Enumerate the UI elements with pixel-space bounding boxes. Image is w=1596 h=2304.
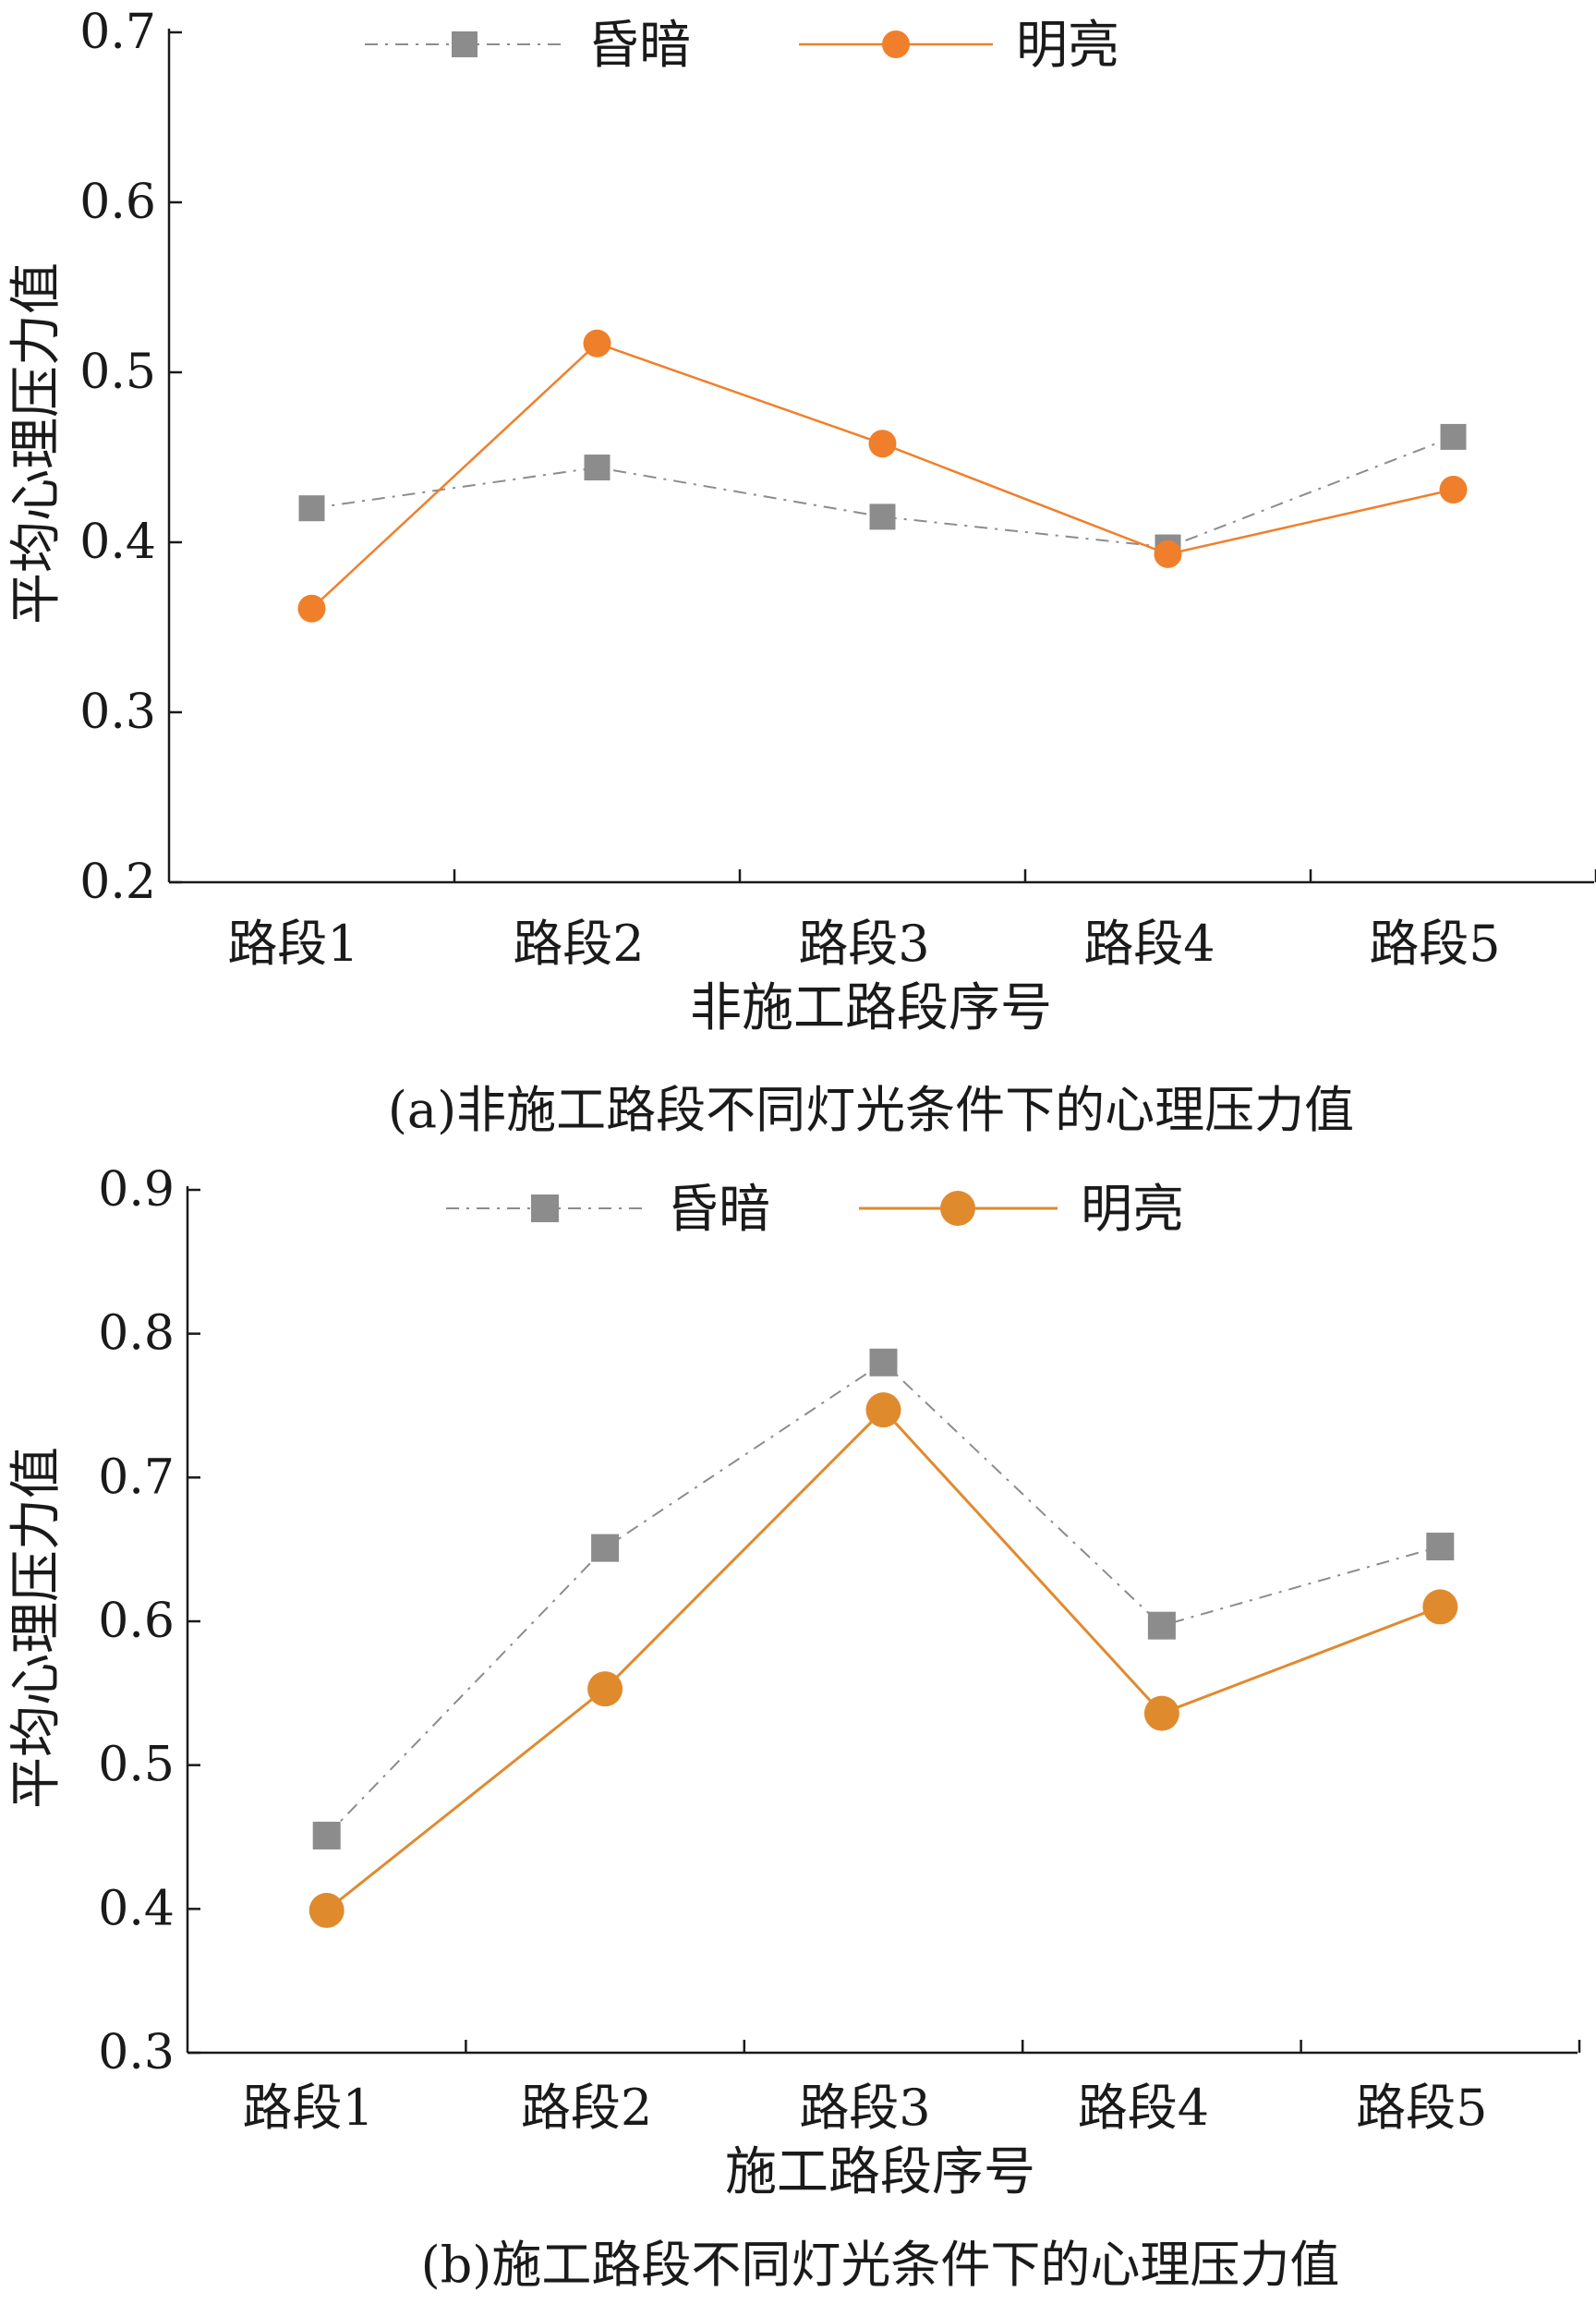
chart-a-x-tick-label: 路段4 (1083, 915, 1215, 973)
chart-b-x-tick-label: 路段1 (243, 2079, 374, 2137)
chart-b-y-tick-label: 0.6 (98, 1594, 175, 1649)
chart-a-y-tick-label: 0.4 (79, 515, 156, 570)
chart-b-ylabel: 平均心理压力值 (6, 1447, 66, 1809)
chart-b-bright-point (865, 1392, 901, 1428)
chart-a-legend: 昏暗 明亮 (365, 16, 1119, 76)
chart-a-xlabel: 非施工路段序号 (690, 978, 1052, 1038)
chart-a-y-tick-label: 0.6 (79, 175, 156, 230)
chart-a-ylabel: 平均心理压力值 (6, 262, 66, 625)
chart-a: 0.20.30.40.50.60.7 路段1 路段2 路段3 路段4 路段5 昏暗 明亮 … (6, 5, 1596, 1139)
chart-a-bright-point (297, 594, 326, 623)
chart-b-bright-point (587, 1671, 623, 1707)
chart-b-y-tick-label: 0.7 (98, 1449, 175, 1505)
chart-b-y-tick-label: 0.9 (98, 1162, 175, 1218)
chart-b-x-ticks: 路段1 路段2 路段3 路段4 路段5 (243, 2040, 1581, 2137)
chart-a-x-tick-label: 路段2 (513, 915, 644, 973)
chart-a-x-tick-label: 路段5 (1369, 915, 1500, 973)
chart-b: 0.3 0.4 0.5 0.6 0.7 0.8 0.9 路段1 路段2 路段3 路段4 路段5 昏暗… (6, 1162, 1581, 2294)
chart-b-legend-bright-label: 明亮 (1081, 1180, 1184, 1240)
chart-a-dim-point (584, 455, 611, 481)
chart-b-y-tick-label: 0.4 (98, 1881, 175, 1936)
chart-a-series-bright-line (310, 342, 1454, 610)
chart-a-caption: (a)非施工路段不同灯光条件下的心理压力值 (388, 1081, 1354, 1139)
chart-a-axes (167, 29, 1594, 884)
chart-b-bright-point (308, 1892, 345, 1928)
chart-b-x-tick-label: 路段2 (521, 2079, 652, 2137)
chart-a-bright-point (583, 329, 611, 358)
chart-b-y-tick-label: 0.5 (98, 1738, 175, 1793)
chart-b-dim-point (1147, 1611, 1176, 1640)
chart-b-x-tick-label: 路段4 (1078, 2079, 1209, 2137)
chart-b-bright-point (1422, 1589, 1458, 1625)
chart-b-xlabel: 施工路段序号 (725, 2142, 1035, 2202)
chart-a-bright-point (1439, 475, 1468, 503)
chart-b-x-tick-label: 路段3 (799, 2079, 930, 2137)
chart-b-x-tick-label: 路段5 (1356, 2079, 1487, 2137)
chart-b-legend-dim-label: 昏暗 (667, 1180, 770, 1240)
chart-a-x-tick-label: 路段1 (227, 915, 358, 973)
chart-a-y-tick-label: 0.5 (79, 345, 156, 400)
chart-a-y-tick-label: 0.3 (79, 685, 156, 740)
chart-b-legend-bright-marker (940, 1191, 975, 1226)
chart-b-y-tick-label: 0.8 (98, 1306, 175, 1362)
chart-a-bright-point (868, 430, 897, 458)
chart-a-y-tick-label: 0.2 (79, 855, 156, 910)
chart-b-series-bright-line (325, 1408, 1441, 1912)
chart-b-bright-point (1143, 1695, 1179, 1731)
chart-a-legend-bright-marker (882, 30, 910, 58)
chart-b-y-ticks: 0.3 0.4 0.5 0.6 0.7 0.8 0.9 (98, 1162, 200, 2080)
chart-b-legend: 昏暗 明亮 (446, 1180, 1184, 1240)
chart-a-dim-point (298, 495, 325, 522)
chart-a-legend-dim-marker (452, 31, 478, 57)
chart-a-series (297, 329, 1468, 623)
chart-b-series (308, 1348, 1458, 1928)
chart-a-legend-bright-label: 明亮 (1016, 16, 1119, 76)
chart-b-y-tick-label: 0.3 (98, 2025, 175, 2080)
chart-a-x-tick-label: 路段3 (798, 915, 929, 973)
chart-a-bright-point (1154, 540, 1182, 568)
chart-b-dim-point (1426, 1533, 1455, 1561)
chart-a-dim-point (1440, 423, 1467, 450)
chart-a-y-ticks: 0.2 0.3 0.4 0.5 0.6 0.7 (79, 5, 182, 910)
chart-b-series-dim-line (325, 1361, 1441, 1837)
chart-b-caption: (b)施工路段不同灯光条件下的心理压力值 (421, 2236, 1340, 2294)
chart-a-y-tick-label: 0.7 (79, 5, 156, 60)
chart-a-legend-dim-label: 昏暗 (587, 16, 691, 76)
chart-b-dim-point (591, 1534, 620, 1562)
chart-b-axes (186, 1186, 1578, 2055)
chart-b-legend-dim-marker (531, 1194, 559, 1222)
chart-a-x-ticks: 路段1 路段2 路段3 路段4 路段5 (227, 869, 1596, 973)
chart-a-dim-point (869, 503, 896, 530)
chart-b-dim-point (312, 1821, 341, 1849)
chart-b-dim-point (869, 1348, 898, 1376)
chart-a-series-dim-line (311, 435, 1454, 549)
